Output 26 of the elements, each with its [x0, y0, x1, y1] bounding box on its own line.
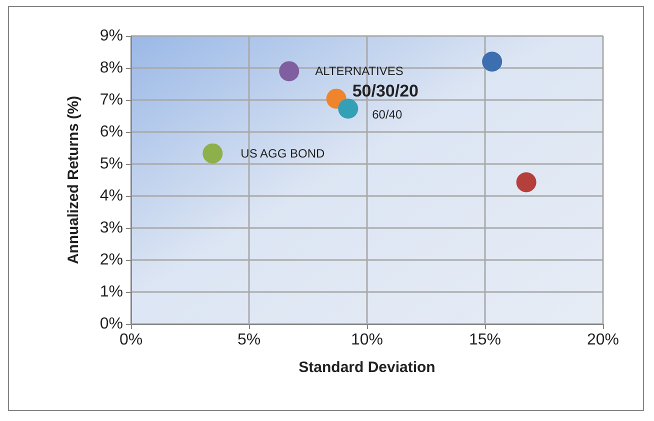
series-label: ALTERNATIVES	[315, 64, 404, 78]
y-tick-label: 9%	[100, 28, 123, 44]
point	[279, 61, 300, 82]
x-tick-label: 20%	[586, 332, 620, 348]
y-tick-label: 1%	[100, 284, 123, 300]
y-tick-label: 8%	[100, 60, 123, 76]
y-axis-title: Annualized Returns (%)	[65, 96, 82, 264]
point	[482, 52, 502, 72]
x-tick-label: 0%	[119, 332, 143, 348]
y-tick-label: 3%	[100, 220, 123, 236]
y-tick-label: 7%	[100, 92, 123, 108]
series-label: 60/40	[372, 108, 402, 122]
x-tick-label: 10%	[350, 332, 384, 348]
y-tick-label: 4%	[100, 188, 123, 204]
y-tick-label: 2%	[100, 252, 123, 268]
y-tick-label: 6%	[100, 124, 123, 140]
y-tick-label: 5%	[100, 156, 123, 172]
x-axis-title: Standard Deviation	[298, 359, 436, 376]
series-label: 50/30/20	[352, 82, 419, 101]
y-tick-label: 0%	[100, 316, 123, 332]
series-label: US AGG BOND	[240, 146, 326, 160]
x-tick-label: 5%	[237, 332, 261, 348]
point	[338, 98, 358, 119]
point	[516, 172, 536, 192]
point	[202, 143, 223, 164]
x-tick-label: 15%	[468, 332, 502, 348]
